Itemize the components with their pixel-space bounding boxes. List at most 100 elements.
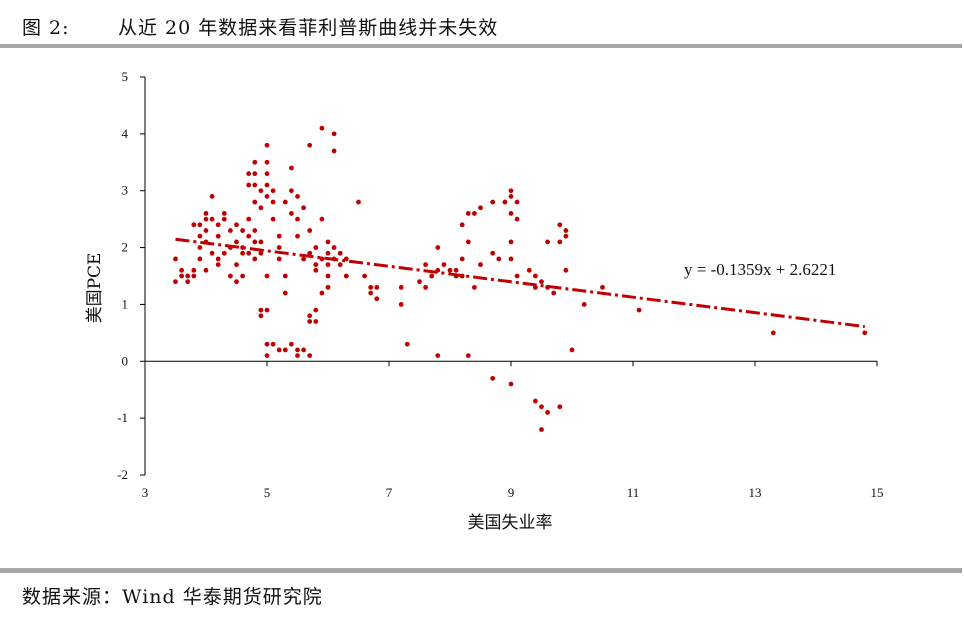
data-point <box>404 341 410 347</box>
data-point <box>533 273 538 279</box>
data-point <box>472 211 477 216</box>
data-point <box>234 279 239 285</box>
data-point <box>465 211 471 216</box>
data-point <box>331 131 337 137</box>
data-point <box>289 341 294 347</box>
data-point <box>441 262 447 268</box>
data-point <box>191 267 197 273</box>
data-point <box>417 279 422 285</box>
figure-label: 图 2: <box>22 17 70 39</box>
data-point <box>209 250 215 256</box>
data-point <box>203 211 209 216</box>
data-point <box>313 267 319 273</box>
data-point <box>252 239 258 245</box>
data-point <box>258 307 264 313</box>
data-point <box>490 250 496 256</box>
data-point <box>185 273 191 279</box>
data-point <box>307 228 313 233</box>
data-point <box>325 239 331 245</box>
data-point <box>557 222 563 228</box>
data-point <box>185 279 191 285</box>
data-point <box>319 256 325 262</box>
data-point <box>203 228 209 233</box>
data-point <box>490 199 496 205</box>
data-point <box>215 262 221 268</box>
figure-header: 图 2: 从近 20 年数据来看菲利普斯曲线并未失效 <box>0 0 964 46</box>
data-point <box>282 347 288 353</box>
data-point <box>264 159 270 165</box>
data-point <box>429 273 435 279</box>
x-tick-label: 9 <box>508 485 515 500</box>
data-point <box>252 171 258 177</box>
data-point <box>264 341 270 347</box>
data-point <box>203 216 209 222</box>
data-point <box>465 239 471 245</box>
data-point <box>246 233 252 239</box>
x-tick-label: 11 <box>627 485 640 500</box>
data-point <box>295 216 300 222</box>
y-tick-label: 4 <box>122 126 129 141</box>
x-axis-ticks: 3 5 7 9 11 13 15 <box>142 361 884 500</box>
data-point <box>264 142 270 148</box>
data-point <box>282 273 288 279</box>
data-point <box>514 216 520 222</box>
data-point <box>228 228 233 233</box>
x-tick-label: 7 <box>386 485 393 500</box>
data-point <box>282 199 288 205</box>
data-point <box>478 262 483 268</box>
data-point <box>276 245 282 250</box>
data-point <box>563 233 569 239</box>
data-point <box>325 284 331 290</box>
y-tick-label: -1 <box>117 410 128 425</box>
data-point <box>478 205 483 211</box>
data-point <box>270 188 276 194</box>
data-point <box>221 216 227 222</box>
data-point <box>264 171 270 177</box>
data-point <box>173 256 178 262</box>
x-axis-title: 美国失业率 <box>468 513 553 533</box>
data-point <box>307 313 313 319</box>
data-point <box>636 307 642 313</box>
data-point <box>264 307 270 313</box>
data-point <box>435 353 441 358</box>
data-point <box>508 239 514 245</box>
x-tick-label: 13 <box>749 485 762 500</box>
x-tick-label: 3 <box>142 485 149 500</box>
data-point <box>197 256 203 262</box>
data-point <box>331 245 337 250</box>
data-point <box>368 284 374 290</box>
data-point <box>539 404 544 410</box>
data-point <box>362 273 367 279</box>
y-tick-label: 2 <box>122 240 129 255</box>
data-point <box>191 273 197 279</box>
data-point <box>258 313 264 319</box>
data-point <box>374 296 380 302</box>
data-point <box>557 239 563 245</box>
data-point <box>770 330 776 336</box>
y-tick-label: -2 <box>117 467 128 482</box>
data-point <box>246 171 252 177</box>
x-tick-label: 15 <box>871 485 884 500</box>
scatter-chart: -2 -1 0 1 2 3 4 5 3 5 7 9 11 13 15 y = -0.1359x + 2.6… <box>85 69 884 533</box>
data-point <box>526 267 532 273</box>
data-point <box>228 273 233 279</box>
data-point <box>258 250 264 256</box>
bottom-rule <box>0 568 962 573</box>
data-point <box>563 228 569 233</box>
data-point <box>539 279 544 285</box>
data-point <box>179 273 185 279</box>
data-point <box>258 239 264 245</box>
data-point <box>295 194 300 199</box>
data-point <box>240 273 246 279</box>
data-point <box>459 256 465 262</box>
data-point <box>398 302 404 307</box>
data-point <box>447 267 453 273</box>
data-point <box>295 353 300 358</box>
data-point <box>581 302 587 307</box>
data-point <box>313 307 319 313</box>
data-point <box>270 199 276 205</box>
data-point <box>234 222 239 228</box>
data-point <box>282 290 288 296</box>
data-point <box>313 245 319 250</box>
data-point <box>240 250 246 256</box>
